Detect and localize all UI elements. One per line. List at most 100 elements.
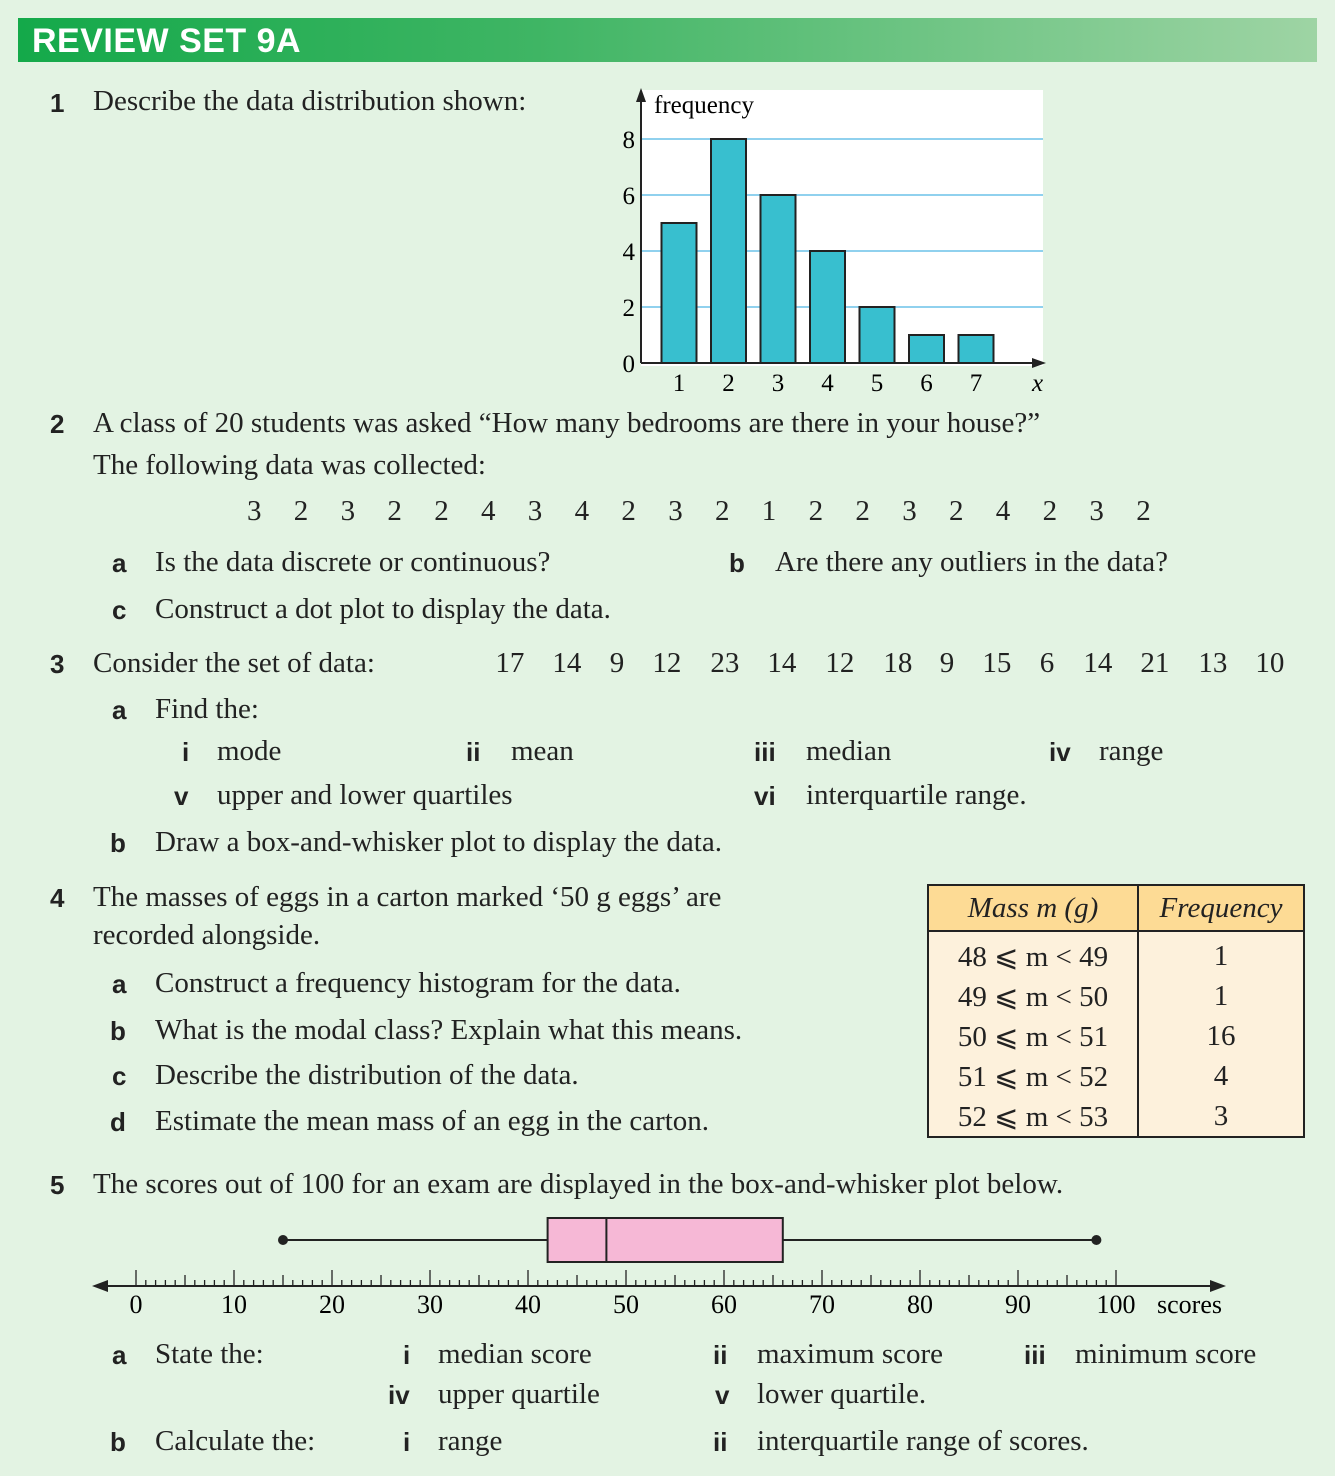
q4-line1: The masses of eggs in a carton marked ‘5… — [93, 881, 722, 913]
q5-a-v-label: v — [715, 1380, 730, 1410]
table-row: 52 ⩽ m < 53 3 — [927, 1096, 1305, 1138]
q3-data-value: 23 — [710, 647, 740, 679]
q3-data-value: 12 — [825, 647, 855, 679]
table-row: 51 ⩽ m < 52 4 — [927, 1056, 1305, 1096]
q3-data-value: 9 — [939, 647, 955, 679]
q5-a-iv-text: upper quartile — [438, 1378, 600, 1410]
bar — [957, 334, 995, 364]
q2-data-value: 2 — [715, 495, 730, 527]
bar — [710, 138, 747, 364]
table-row: 49 ⩽ m < 50 1 — [927, 976, 1305, 1016]
q2-data-value: 2 — [1042, 495, 1058, 527]
q3-a-text: Find the: — [155, 693, 259, 725]
q5-b-ii-label: ii — [713, 1427, 728, 1457]
q5-b-i-label: i — [403, 1427, 411, 1457]
y-tick-label: 2 — [623, 295, 636, 322]
q3-data-value: 12 — [652, 647, 682, 679]
q2-a-text: Is the data discrete or continuous? — [155, 546, 551, 578]
q2-data-value: 1 — [761, 495, 777, 527]
q5-a-ii-label: ii — [713, 1340, 728, 1370]
q2-a-label: a — [112, 548, 127, 578]
q4-d-label: d — [110, 1107, 126, 1137]
q2-line1: A class of 20 students was asked “How ma… — [93, 407, 1041, 439]
q5-text: The scores out of 100 for an exam are di… — [93, 1168, 1064, 1200]
q5-a-i-text: median score — [438, 1338, 592, 1370]
section-banner: REVIEW SET 9A — [18, 18, 1317, 62]
scores-axis-label: scores — [1157, 1290, 1222, 1319]
q3-item-vi-text: interquartile range. — [806, 779, 1027, 811]
q3-item-iii-text: median — [806, 735, 892, 767]
q2-data-value: 3 — [527, 495, 543, 527]
axis-left-arrow — [92, 1280, 108, 1292]
q5-number: 5 — [50, 1170, 65, 1200]
q3-data-value: 6 — [1039, 647, 1055, 679]
q3-item-v-text: upper and lower quartiles — [217, 779, 513, 811]
q2-data-value: 3 — [668, 495, 683, 527]
q3-a-label: a — [112, 695, 127, 725]
q5-a-ii-text: maximum score — [757, 1338, 944, 1370]
q2-data-value: 2 — [808, 495, 824, 527]
q2-data-value: 2 — [293, 495, 309, 527]
axis-tick-label: 100 — [1097, 1290, 1136, 1319]
axis-tick-label: 80 — [907, 1290, 933, 1319]
q5-b-text: Calculate the: — [155, 1425, 316, 1457]
mass-cell: 50 ⩽ m < 51 — [927, 1016, 1139, 1056]
q5-a-iii-text: minimum score — [1075, 1338, 1257, 1370]
q5-b-label: b — [110, 1427, 126, 1457]
y-tick-label: 4 — [623, 239, 636, 266]
q5-a-text: State the: — [155, 1338, 264, 1370]
q3-data-value: 14 — [767, 647, 797, 679]
q2-data-value: 2 — [1136, 495, 1151, 527]
frequency-column-header: Frequency — [1137, 884, 1305, 932]
y-tick-label: 0 — [623, 351, 636, 378]
frequency-cell: 1 — [1137, 976, 1305, 1016]
q3-data-value: 21 — [1140, 647, 1170, 679]
q2-data-value: 4 — [995, 495, 1011, 527]
q4-d-text: Estimate the mean mass of an egg in the … — [155, 1105, 710, 1137]
q1-number: 1 — [50, 88, 65, 118]
q4-b-label: b — [110, 1016, 126, 1046]
q2-data-value: 2 — [621, 495, 636, 527]
x-tick-label: 5 — [871, 370, 884, 397]
y-axis-label: frequency — [654, 92, 754, 119]
q3-item-iv-text: range — [1099, 735, 1164, 767]
x-tick-label: 4 — [821, 370, 834, 397]
axis-right-arrow — [1210, 1280, 1226, 1292]
mass-column-header: Mass m (g) — [927, 884, 1139, 932]
q5-a-iii-label: iii — [1024, 1340, 1046, 1370]
q3-data-value: 14 — [1083, 647, 1113, 679]
q1-text: Describe the data distribution shown: — [93, 85, 527, 117]
y-tick-label: 8 — [623, 127, 636, 154]
egg-mass-table: Mass m (g) Frequency 48 ⩽ m < 49 1 49 ⩽ … — [927, 884, 1305, 1138]
table-row: 48 ⩽ m < 49 1 — [927, 931, 1305, 976]
mass-cell: 48 ⩽ m < 49 — [927, 931, 1139, 976]
q3-item-iii-label: iii — [754, 737, 776, 767]
y-tick-label: 6 — [623, 183, 636, 210]
x-axis-arrow — [1032, 358, 1046, 368]
axis-tick-label: 70 — [809, 1290, 835, 1319]
x-tick-label: 1 — [673, 370, 686, 397]
q2-number: 2 — [50, 409, 65, 439]
axis-tick-label: 60 — [711, 1290, 737, 1319]
y-axis-arrow — [636, 88, 646, 102]
q3-item-v-label: v — [174, 781, 189, 811]
q4-c-label: c — [112, 1061, 127, 1091]
q2-data-value: 3 — [247, 495, 262, 527]
bar — [759, 194, 797, 364]
q3-text: Consider the set of data: — [93, 647, 375, 679]
q4-b-text: What is the modal class? Explain what th… — [155, 1014, 743, 1046]
q2-data-value: 3 — [902, 495, 917, 527]
axis-tick-label: 40 — [515, 1290, 541, 1319]
axis-tick-label: 50 — [613, 1290, 639, 1319]
min-point — [278, 1235, 288, 1245]
q4-a-label: a — [112, 969, 127, 999]
x-axis-label: x — [1031, 370, 1043, 397]
q2-c-label: c — [112, 595, 127, 625]
q3-data-row: 17 14 9 12 23 14 12 18 9 15 6 14 21 13 10 — [0, 649, 1335, 681]
q2-data-value: 2 — [434, 495, 449, 527]
q1-bar-chart: 0 2 4 6 8 1 2 3 4 5 6 7 frequency x — [623, 88, 1046, 397]
bar — [809, 250, 846, 364]
section-title: REVIEW SET 9A — [32, 22, 302, 60]
q3-item-i-text: mode — [217, 735, 282, 767]
